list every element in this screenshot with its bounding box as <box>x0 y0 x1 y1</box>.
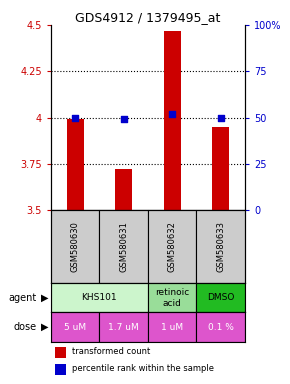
Text: percentile rank within the sample: percentile rank within the sample <box>72 364 214 373</box>
Bar <box>99 210 148 283</box>
Text: dose: dose <box>13 322 36 332</box>
Text: 1.7 uM: 1.7 uM <box>108 323 139 331</box>
Point <box>170 111 175 117</box>
Bar <box>164 30 181 210</box>
Text: 5 uM: 5 uM <box>64 323 86 331</box>
Bar <box>66 119 84 210</box>
Text: ▶: ▶ <box>41 322 48 332</box>
Text: agent: agent <box>8 293 36 303</box>
Bar <box>55 364 66 374</box>
Text: GSM580633: GSM580633 <box>216 221 225 272</box>
Point <box>73 114 77 121</box>
Bar <box>148 210 196 283</box>
Text: transformed count: transformed count <box>72 348 151 356</box>
Bar <box>115 169 132 210</box>
Bar <box>51 210 99 283</box>
Bar <box>55 347 66 358</box>
Text: GSM580631: GSM580631 <box>119 221 128 272</box>
Text: DMSO: DMSO <box>207 293 234 302</box>
Bar <box>148 313 196 342</box>
Bar <box>212 127 229 210</box>
Text: 0.1 %: 0.1 % <box>208 323 234 331</box>
Bar <box>197 210 245 283</box>
Bar <box>51 283 148 313</box>
Text: 1 uM: 1 uM <box>161 323 183 331</box>
Bar <box>197 313 245 342</box>
Text: retinoic
acid: retinoic acid <box>155 288 189 308</box>
Bar <box>51 313 99 342</box>
Text: GSM580632: GSM580632 <box>168 221 177 272</box>
Bar <box>99 313 148 342</box>
Point <box>121 116 126 122</box>
Text: GSM580630: GSM580630 <box>70 221 79 272</box>
Text: KHS101: KHS101 <box>81 293 117 302</box>
Bar <box>148 283 196 313</box>
Point <box>218 114 223 121</box>
Text: ▶: ▶ <box>41 293 48 303</box>
Title: GDS4912 / 1379495_at: GDS4912 / 1379495_at <box>75 11 221 24</box>
Bar <box>197 283 245 313</box>
